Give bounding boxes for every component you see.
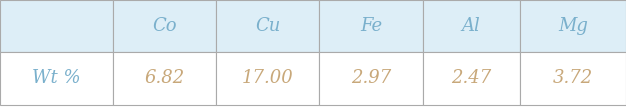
Text: 3.72: 3.72: [553, 69, 593, 88]
Bar: [423, 0, 520, 52]
Bar: [319, 0, 423, 52]
Bar: [520, 52, 626, 105]
Text: 2.47: 2.47: [451, 69, 491, 88]
Text: Cu: Cu: [255, 17, 280, 35]
Text: 17.00: 17.00: [242, 69, 294, 88]
Bar: [113, 0, 216, 52]
Bar: [0, 52, 113, 105]
Bar: [319, 52, 423, 105]
Text: Wt %: Wt %: [32, 69, 81, 88]
Bar: [520, 0, 626, 52]
Text: 6.82: 6.82: [144, 69, 185, 88]
Bar: [423, 52, 520, 105]
Text: Mg: Mg: [558, 17, 588, 35]
Bar: [113, 52, 216, 105]
Bar: [0, 0, 113, 52]
Text: Al: Al: [462, 17, 480, 35]
Text: 2.97: 2.97: [351, 69, 391, 88]
Bar: [216, 0, 319, 52]
Bar: [216, 52, 319, 105]
Text: Co: Co: [152, 17, 177, 35]
Text: Fe: Fe: [360, 17, 382, 35]
